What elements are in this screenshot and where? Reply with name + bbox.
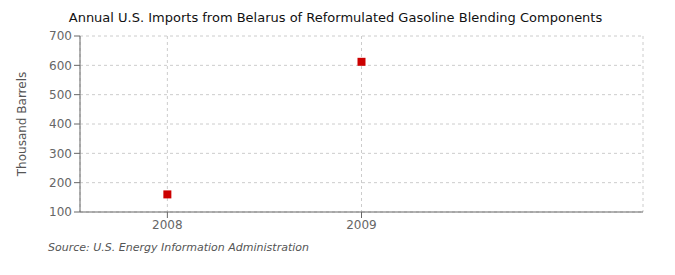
svg-text:Thousand Barrels: Thousand Barrels — [15, 72, 29, 177]
svg-text:100: 100 — [49, 205, 72, 219]
svg-text:200: 200 — [49, 176, 72, 190]
svg-text:300: 300 — [49, 147, 72, 161]
svg-text:500: 500 — [49, 88, 72, 102]
svg-text:2009: 2009 — [346, 218, 377, 232]
html-text:Annual U.S. Imports from Belar: Annual U.S. Imports from Belarus of Refo… — [68, 10, 603, 25]
html-text:Source: U.S. Energy Informatio: Source: U.S. Energy Information Administ… — [48, 241, 309, 254]
svg-text:700: 700 — [49, 29, 72, 43]
svg-text:600: 600 — [49, 59, 72, 73]
svg-text:400: 400 — [49, 117, 72, 131]
svg-text:2008: 2008 — [152, 218, 183, 232]
